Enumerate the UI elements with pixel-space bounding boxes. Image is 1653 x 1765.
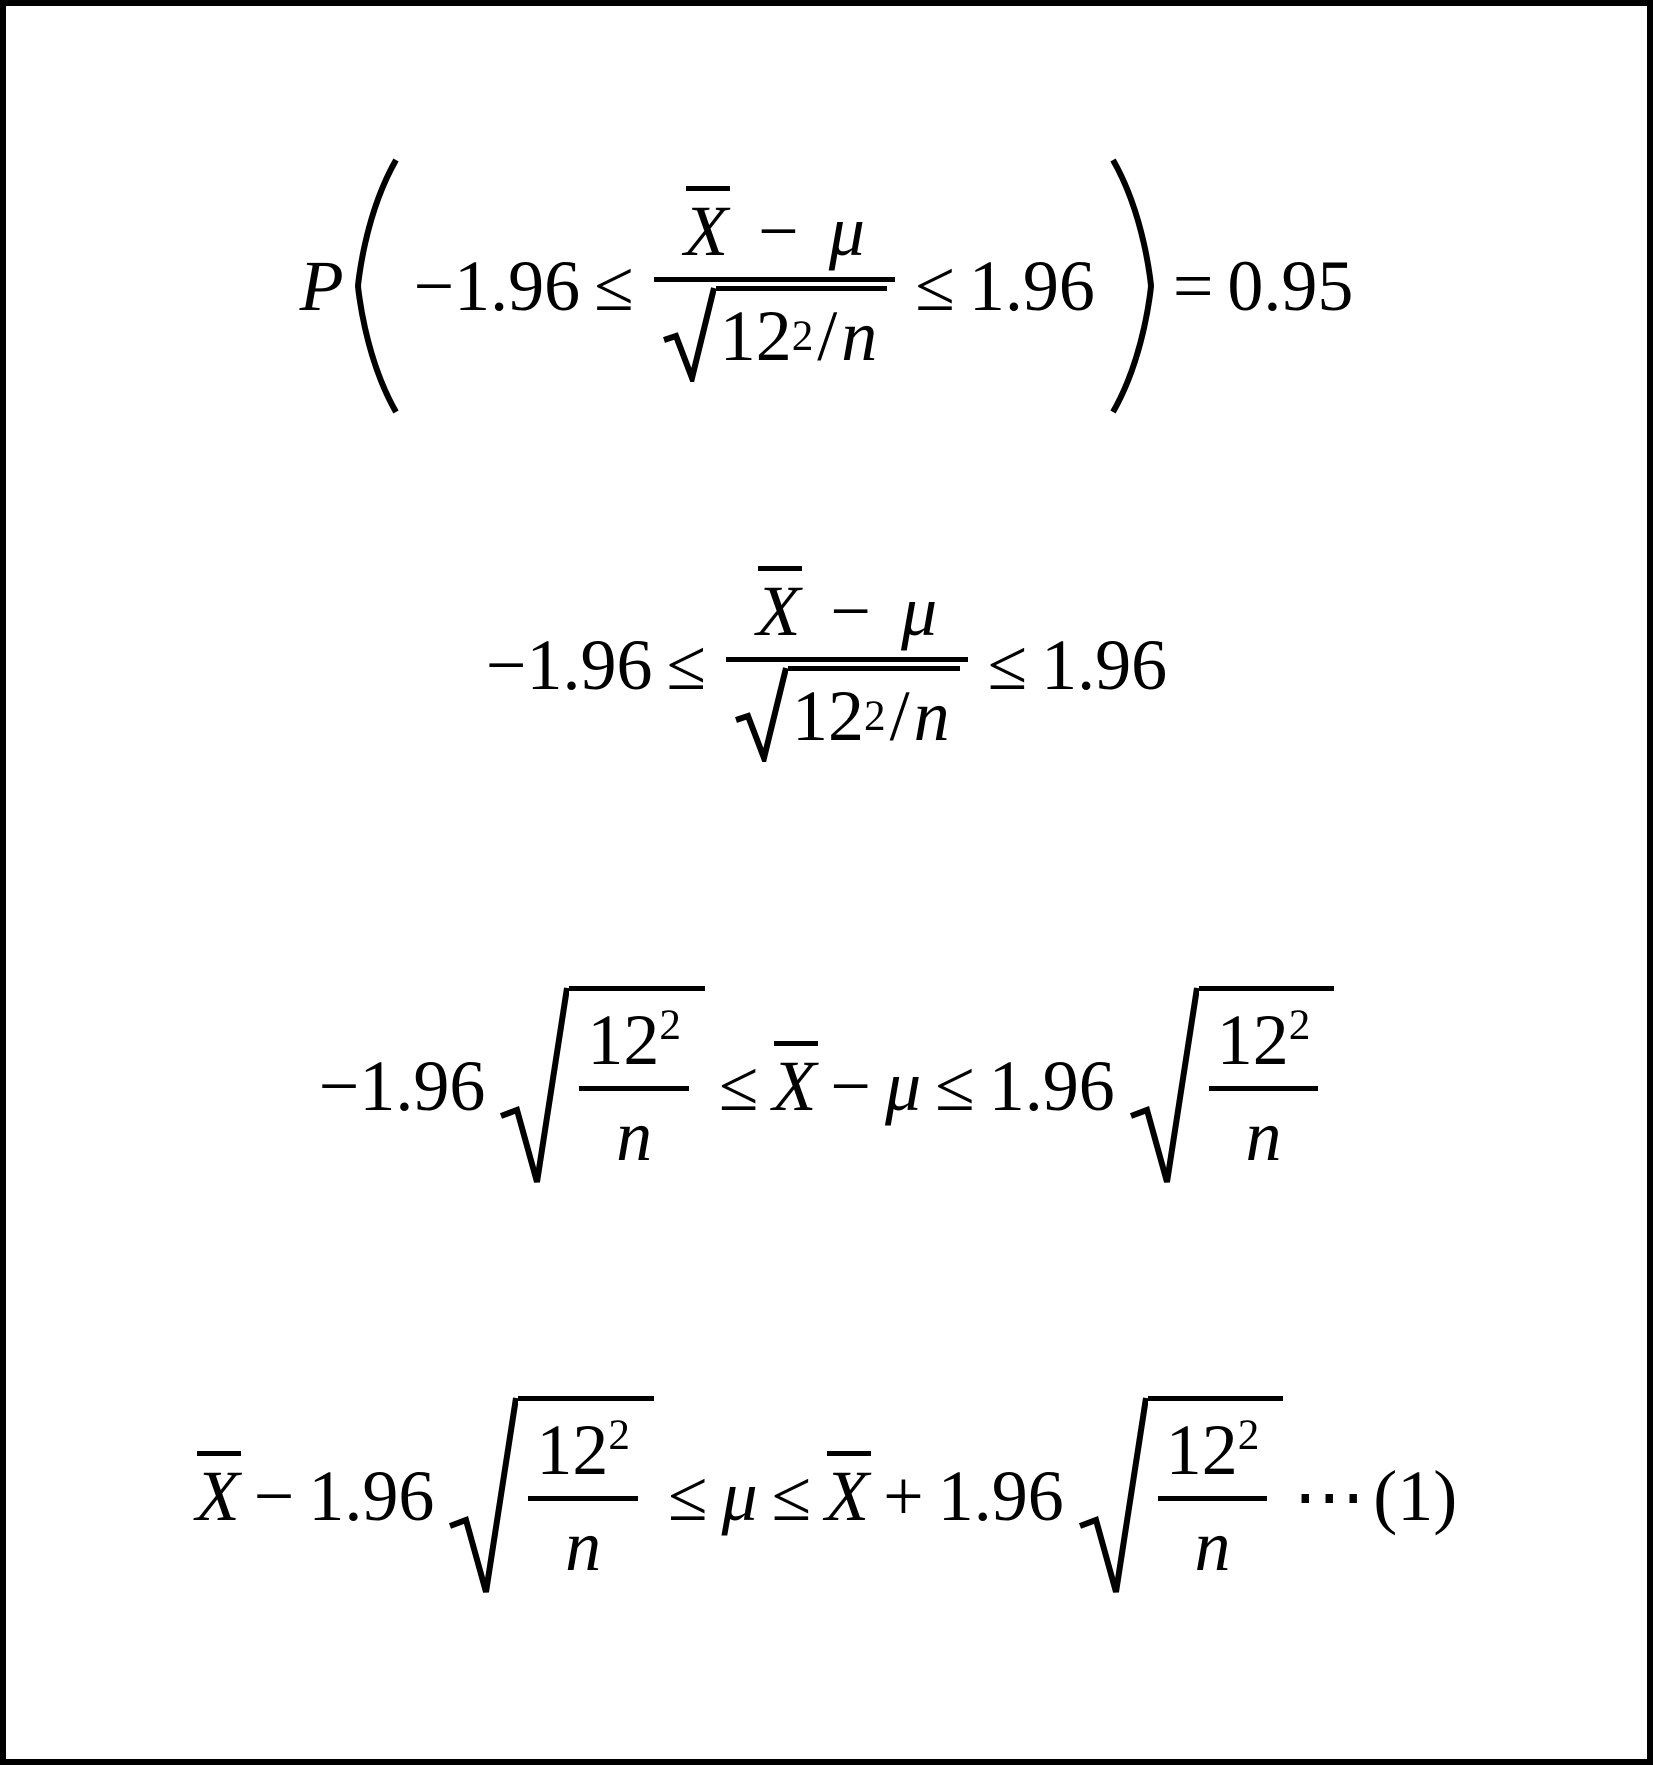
le-op: ≤ (719, 1045, 759, 1128)
xbar-symbol: X (196, 1455, 240, 1538)
mu-symbol: μ (829, 191, 865, 271)
xbar-letter: X (196, 1456, 240, 1536)
var-fraction: 122 n (1209, 999, 1319, 1178)
var-fraction: 122 n (528, 1409, 638, 1588)
var-fraction: 122 n (1158, 1409, 1268, 1588)
minus-op: − (830, 571, 871, 651)
var-fraction: 122 n (579, 999, 689, 1178)
right-paren-icon (1105, 156, 1159, 416)
n-symbol: n (1245, 1096, 1281, 1176)
neg-z-left: −1.96 (414, 245, 581, 328)
exp-num: 2 (608, 1412, 630, 1459)
mu-symbol: μ (901, 571, 937, 651)
xbar-symbol: X (825, 1455, 869, 1538)
z-right: 1.96 (989, 1045, 1115, 1128)
sqrt-block: 122 n (499, 986, 705, 1186)
exp-num: 2 (1289, 1002, 1311, 1049)
xbar-symbol: X (756, 570, 800, 653)
neg-z-left: −1.96 (319, 1045, 486, 1128)
z-left: 1.96 (308, 1455, 434, 1538)
dots: ⋯ (1293, 1454, 1365, 1539)
xbar-letter: X (825, 1456, 869, 1536)
le-op: ≤ (666, 624, 706, 707)
xbar-letter: X (772, 1046, 816, 1126)
minus-op: − (254, 1455, 295, 1538)
n-symbol: n (565, 1506, 601, 1586)
plus-op: + (883, 1455, 924, 1538)
base-num: 12 (587, 1000, 659, 1080)
mu-symbol: μ (721, 1455, 757, 1538)
radical-icon (499, 986, 569, 1186)
sqrt-block: 122 n (1078, 1396, 1284, 1596)
sqrt-block: 122 n (448, 1396, 654, 1596)
le-op: ≤ (935, 1045, 975, 1128)
le-op: ≤ (594, 245, 634, 328)
exp-num: 2 (1238, 1412, 1260, 1459)
equation-4: X − 1.96 122 n ≤ μ ≤ X + (6, 1366, 1647, 1626)
le-op: ≤ (772, 1455, 812, 1538)
exp-num: 2 (659, 1002, 681, 1049)
radical-icon (448, 1396, 518, 1596)
neg-z-left: −1.96 (486, 624, 653, 707)
base-num: 12 (536, 1410, 608, 1490)
radical-icon (734, 666, 788, 762)
base-num: 12 (1166, 1410, 1238, 1490)
sqrt-block: 122 n (1129, 986, 1335, 1186)
rhs-prob: 0.95 (1227, 245, 1353, 328)
minus-op: − (758, 191, 799, 271)
xbar-symbol: X (772, 1045, 816, 1128)
sqrt-block: 122 / n (734, 666, 960, 762)
minus-op: − (830, 1045, 871, 1128)
le-op: ≤ (668, 1455, 708, 1538)
n-symbol: n (616, 1096, 652, 1176)
z-right: 1.96 (938, 1455, 1064, 1538)
equation-2: −1.96 ≤ X − μ 122 / (6, 546, 1647, 786)
equals-op: = (1173, 245, 1214, 328)
equation-3: −1.96 122 n ≤ X − μ ≤ 1.96 (6, 956, 1647, 1216)
xbar-letter: X (756, 571, 800, 651)
xbar-letter: X (684, 191, 728, 271)
z-right: 1.96 (1041, 624, 1167, 707)
le-op: ≤ (988, 624, 1028, 707)
div-op: / (817, 295, 837, 378)
equation-1: P −1.96 ≤ X − μ (6, 146, 1647, 426)
sqrt-block: 122 / n (662, 286, 888, 382)
equation-number: (1) (1373, 1455, 1457, 1538)
z-fraction: X − μ 122 / n (654, 190, 896, 382)
base-num: 12 (792, 675, 864, 758)
page: P −1.96 ≤ X − μ (0, 0, 1653, 1765)
radical-icon (1129, 986, 1199, 1186)
base-num: 12 (720, 295, 792, 378)
z-fraction: X − μ 122 / n (726, 570, 968, 762)
base-num: 12 (1217, 1000, 1289, 1080)
n-symbol: n (841, 295, 877, 378)
mu-symbol: μ (885, 1045, 921, 1128)
radical-icon (662, 286, 716, 382)
div-op: / (890, 675, 910, 758)
z-right: 1.96 (969, 245, 1095, 328)
xbar-symbol: X (684, 190, 728, 273)
prob-symbol: P (300, 245, 344, 328)
left-paren-icon (350, 156, 404, 416)
n-symbol: n (1195, 1506, 1231, 1586)
n-symbol: n (914, 675, 950, 758)
radical-icon (1078, 1396, 1148, 1596)
le-op: ≤ (915, 245, 955, 328)
